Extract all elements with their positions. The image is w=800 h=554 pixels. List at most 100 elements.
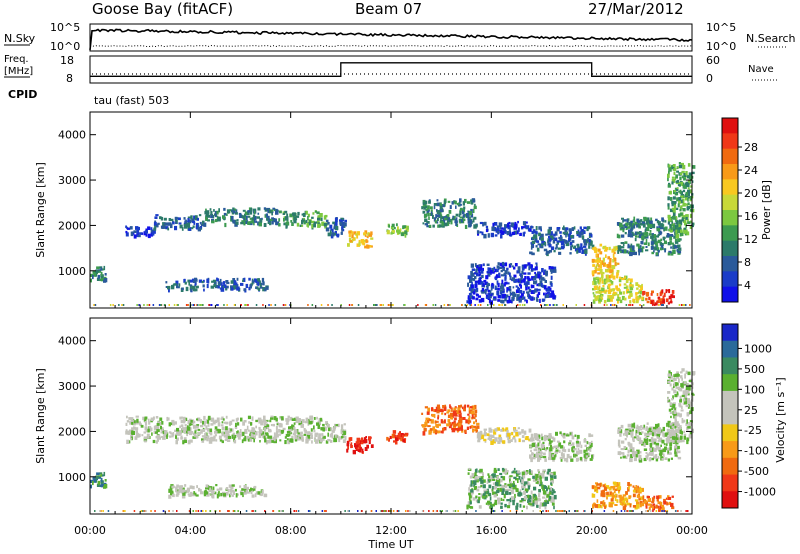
data-cell	[467, 417, 471, 421]
data-cell	[441, 412, 444, 415]
data-cell	[679, 176, 682, 181]
data-cell	[626, 502, 630, 506]
data-cell	[682, 390, 686, 395]
data-cell	[476, 422, 480, 426]
data-cell	[662, 432, 665, 437]
colorbar-swatch	[722, 491, 738, 509]
data-cell	[446, 220, 450, 224]
data-cell	[263, 415, 266, 420]
data-cell	[197, 510, 200, 512]
data-cell	[346, 448, 349, 453]
data-cell	[639, 440, 643, 444]
data-cell	[619, 276, 622, 280]
data-cell	[648, 224, 653, 228]
data-cell	[203, 288, 205, 292]
colorbar-tick-label: 1000	[744, 342, 772, 355]
data-cell	[619, 432, 622, 437]
data-cell	[667, 173, 670, 178]
data-cell	[382, 510, 385, 512]
data-cell	[485, 294, 489, 297]
data-cell	[614, 496, 617, 502]
data-cell	[244, 489, 247, 493]
data-cell	[392, 430, 397, 434]
data-cell	[501, 510, 503, 512]
data-cell	[297, 434, 302, 437]
data-cell	[550, 231, 553, 236]
data-cell	[333, 437, 336, 443]
data-cell	[469, 506, 474, 509]
data-cell	[578, 449, 583, 454]
data-cell	[503, 227, 506, 231]
data-cell	[516, 270, 519, 274]
data-cell	[643, 457, 647, 462]
data-cell	[458, 405, 461, 408]
data-cell	[439, 209, 442, 212]
data-cell	[443, 427, 447, 431]
data-cell	[682, 220, 687, 223]
data-cell	[305, 219, 308, 223]
data-cell	[613, 494, 616, 498]
data-cell	[352, 238, 355, 241]
data-cell	[508, 299, 513, 304]
data-cell	[591, 454, 594, 459]
data-cell	[130, 419, 133, 423]
data-cell	[466, 304, 468, 306]
data-cell	[172, 510, 174, 512]
data-cell	[500, 505, 503, 509]
data-cell	[528, 499, 532, 503]
data-cell	[140, 510, 143, 512]
data-cell	[193, 215, 196, 220]
data-cell	[560, 510, 562, 512]
data-cell	[576, 438, 579, 442]
data-cell	[198, 279, 202, 283]
data-cell	[532, 479, 536, 482]
data-cell	[686, 437, 690, 442]
data-cell	[615, 285, 618, 290]
data-cell	[651, 237, 654, 241]
data-cell	[683, 430, 686, 433]
data-cell	[424, 421, 428, 427]
data-cell	[687, 179, 690, 184]
data-cell	[591, 270, 595, 275]
data-cell	[677, 182, 680, 187]
data-cell	[247, 304, 249, 306]
data-cell	[511, 265, 514, 268]
data-cell	[228, 430, 232, 433]
data-cell	[672, 404, 676, 409]
data-cell	[567, 240, 569, 244]
data-cell	[144, 421, 147, 423]
data-cell	[526, 505, 528, 510]
data-cell	[396, 223, 398, 227]
data-cell	[307, 421, 310, 426]
colorbar-swatch	[722, 271, 738, 288]
data-cell	[614, 262, 617, 267]
data-cell	[524, 276, 527, 280]
data-cell	[553, 250, 556, 253]
data-cell	[530, 449, 532, 452]
data-cell	[616, 287, 620, 292]
data-cell	[214, 430, 218, 434]
data-cell	[632, 493, 636, 498]
data-cell	[667, 196, 670, 201]
data-cell	[255, 280, 258, 283]
data-cell	[317, 437, 321, 440]
data-cell	[684, 233, 688, 236]
data-cell	[571, 435, 575, 440]
data-cell	[203, 490, 208, 495]
data-cell	[489, 429, 493, 433]
data-cell	[364, 234, 367, 237]
data-cell	[467, 501, 471, 506]
data-cell	[474, 404, 477, 410]
data-cell	[651, 497, 655, 502]
data-cell	[566, 453, 570, 459]
data-cell	[301, 213, 304, 216]
data-cell	[680, 383, 684, 387]
data-cell	[628, 495, 631, 500]
data-cell	[463, 408, 466, 412]
data-cell	[313, 437, 317, 440]
data-cell	[672, 423, 675, 426]
data-cell	[680, 304, 683, 306]
data-cell	[674, 448, 676, 453]
data-cell	[687, 400, 691, 405]
data-cell	[157, 222, 160, 225]
